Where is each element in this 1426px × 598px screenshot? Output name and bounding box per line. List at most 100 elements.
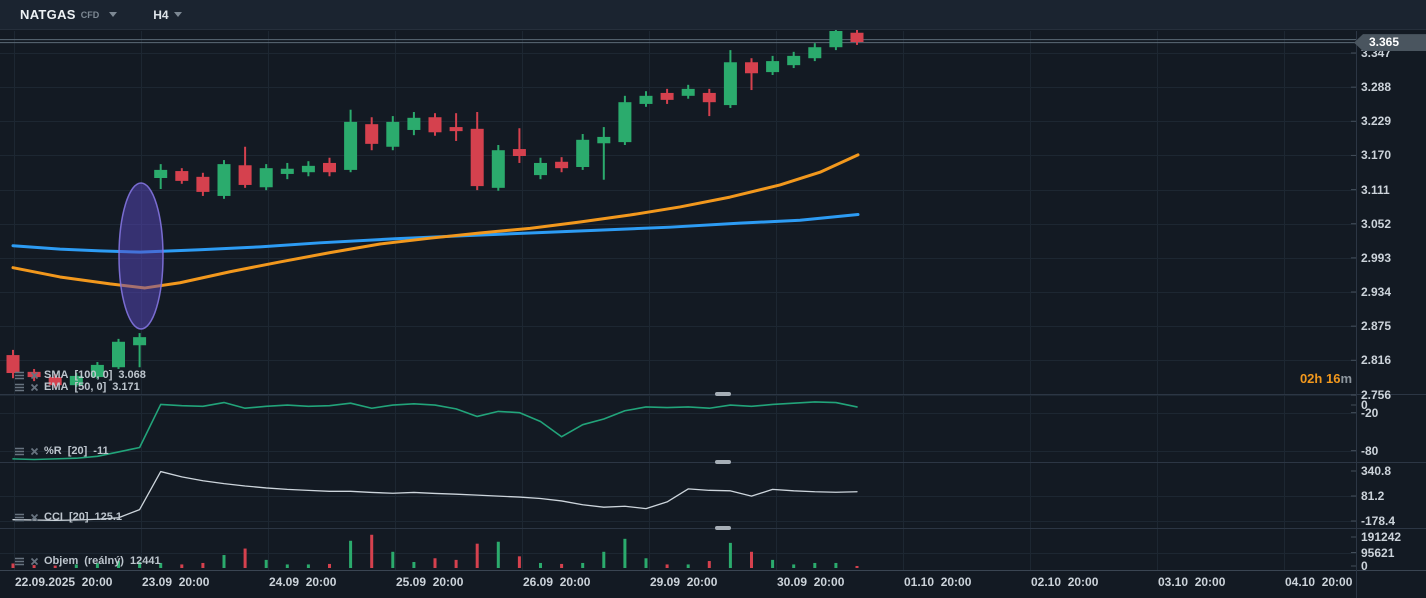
candles-layer [6,24,864,389]
cci-axis-label: 340.8 [1361,464,1392,478]
candle [48,374,62,389]
candle [702,88,716,117]
indicator-remove-icon[interactable] [30,513,39,522]
candle-body [808,47,822,59]
candle-body [470,128,484,187]
candle [470,112,484,191]
volume-bar [285,564,289,568]
indicator-settings-icon[interactable] [14,371,25,380]
cci-axis-label: -178.4 [1361,513,1396,528]
chart-topbar: NATGAS CFD H4 [0,0,1426,30]
instrument-symbol: NATGAS [20,7,76,22]
volume-bars-layer [11,534,859,568]
volume-bar [138,562,142,568]
time-axis-label: 01.10 20:00 [904,575,972,589]
cci-line [12,470,858,522]
candle [639,91,653,107]
candle-body [196,176,210,192]
candle-body [69,375,83,386]
time-axis-label: 29.09 20:00 [650,575,718,589]
indicator-val: 3.171 [112,381,140,393]
candle [175,168,189,184]
candle [6,349,20,379]
candle [428,113,442,136]
indicator-remove-icon[interactable] [30,383,39,392]
cci-axis-label: 81.2 [1361,488,1385,503]
volume-bar [750,551,753,568]
candle-body [407,117,421,130]
volume-bar [180,564,184,568]
candle [238,146,252,188]
candle-body [428,117,442,133]
candle [660,88,674,104]
panel-resize-handle[interactable] [715,526,731,530]
time-axis-label: 02.10 20:00 [1031,575,1099,589]
candle [808,43,822,62]
price-axis-label: 2.816 [1361,353,1392,368]
candle [618,95,632,146]
candle-body [323,162,336,173]
grid-layer [0,31,1356,570]
volume-bar [539,562,542,568]
volume-bar [475,543,479,568]
candle [723,50,737,108]
candle-body [660,92,674,100]
panel-resize-handle[interactable] [715,392,731,396]
price-axis-label: 2.875 [1361,319,1392,334]
volume-bar [370,534,374,568]
volume-bar [159,562,163,568]
candle [829,26,843,51]
indicator-settings-icon[interactable] [14,447,25,456]
volume-bar [95,563,99,568]
time-axis-label: 22.09.2025 20:00 [15,575,113,589]
candle [597,127,611,180]
candle-body [534,162,547,176]
panel-resize-handle[interactable] [715,460,731,464]
volume-axis-label: 0 [1361,559,1368,573]
price-axis-label: 2.934 [1361,285,1392,299]
volume-bar [74,564,78,568]
timeframe-selector[interactable]: H4 [153,8,182,22]
indicator-settings-icon[interactable] [14,557,25,566]
candle-body [787,55,801,66]
candle-body [280,168,294,174]
candle-body [48,377,62,386]
candle-body [344,121,358,170]
candle [196,172,210,196]
candle-body [576,139,590,168]
candle [766,55,780,75]
ellipse-drawing-annotation[interactable] [118,182,164,330]
indicator-val: -11 [93,445,109,457]
wpr-axis-label: -80 [1361,443,1379,458]
volume-bar [728,542,732,568]
indicator-remove-icon[interactable] [30,447,39,456]
volume-bar [306,564,310,568]
wpr-axis-label: 0 [1361,398,1368,412]
indicator-params: [100, 0] [74,369,113,381]
candle [407,112,421,136]
instrument-type-badge: CFD [80,9,100,20]
indicator-params: [50, 0] [74,381,107,393]
volume-bar [665,564,669,568]
volume-bar [11,563,15,568]
volume-bar [433,558,437,568]
time-axis-label: 25.09 20:00 [396,575,464,589]
candle-body [597,136,611,144]
volume-bar [792,564,796,568]
indicator-settings-icon[interactable] [14,383,25,392]
indicator-remove-icon[interactable] [30,557,39,566]
candle-body [702,92,716,103]
instrument-selector[interactable]: NATGAS CFD [20,7,118,22]
current-price-badge: 3.365 [1354,34,1426,52]
volume-bar [454,559,458,568]
candle-body [133,337,147,346]
candle-body [217,164,231,196]
volume-bar [222,555,226,568]
volume-bar [243,548,247,568]
indicator-settings-icon[interactable] [14,513,25,522]
price-axis-label: 3.229 [1361,114,1392,129]
indicator-remove-icon[interactable] [30,371,39,380]
